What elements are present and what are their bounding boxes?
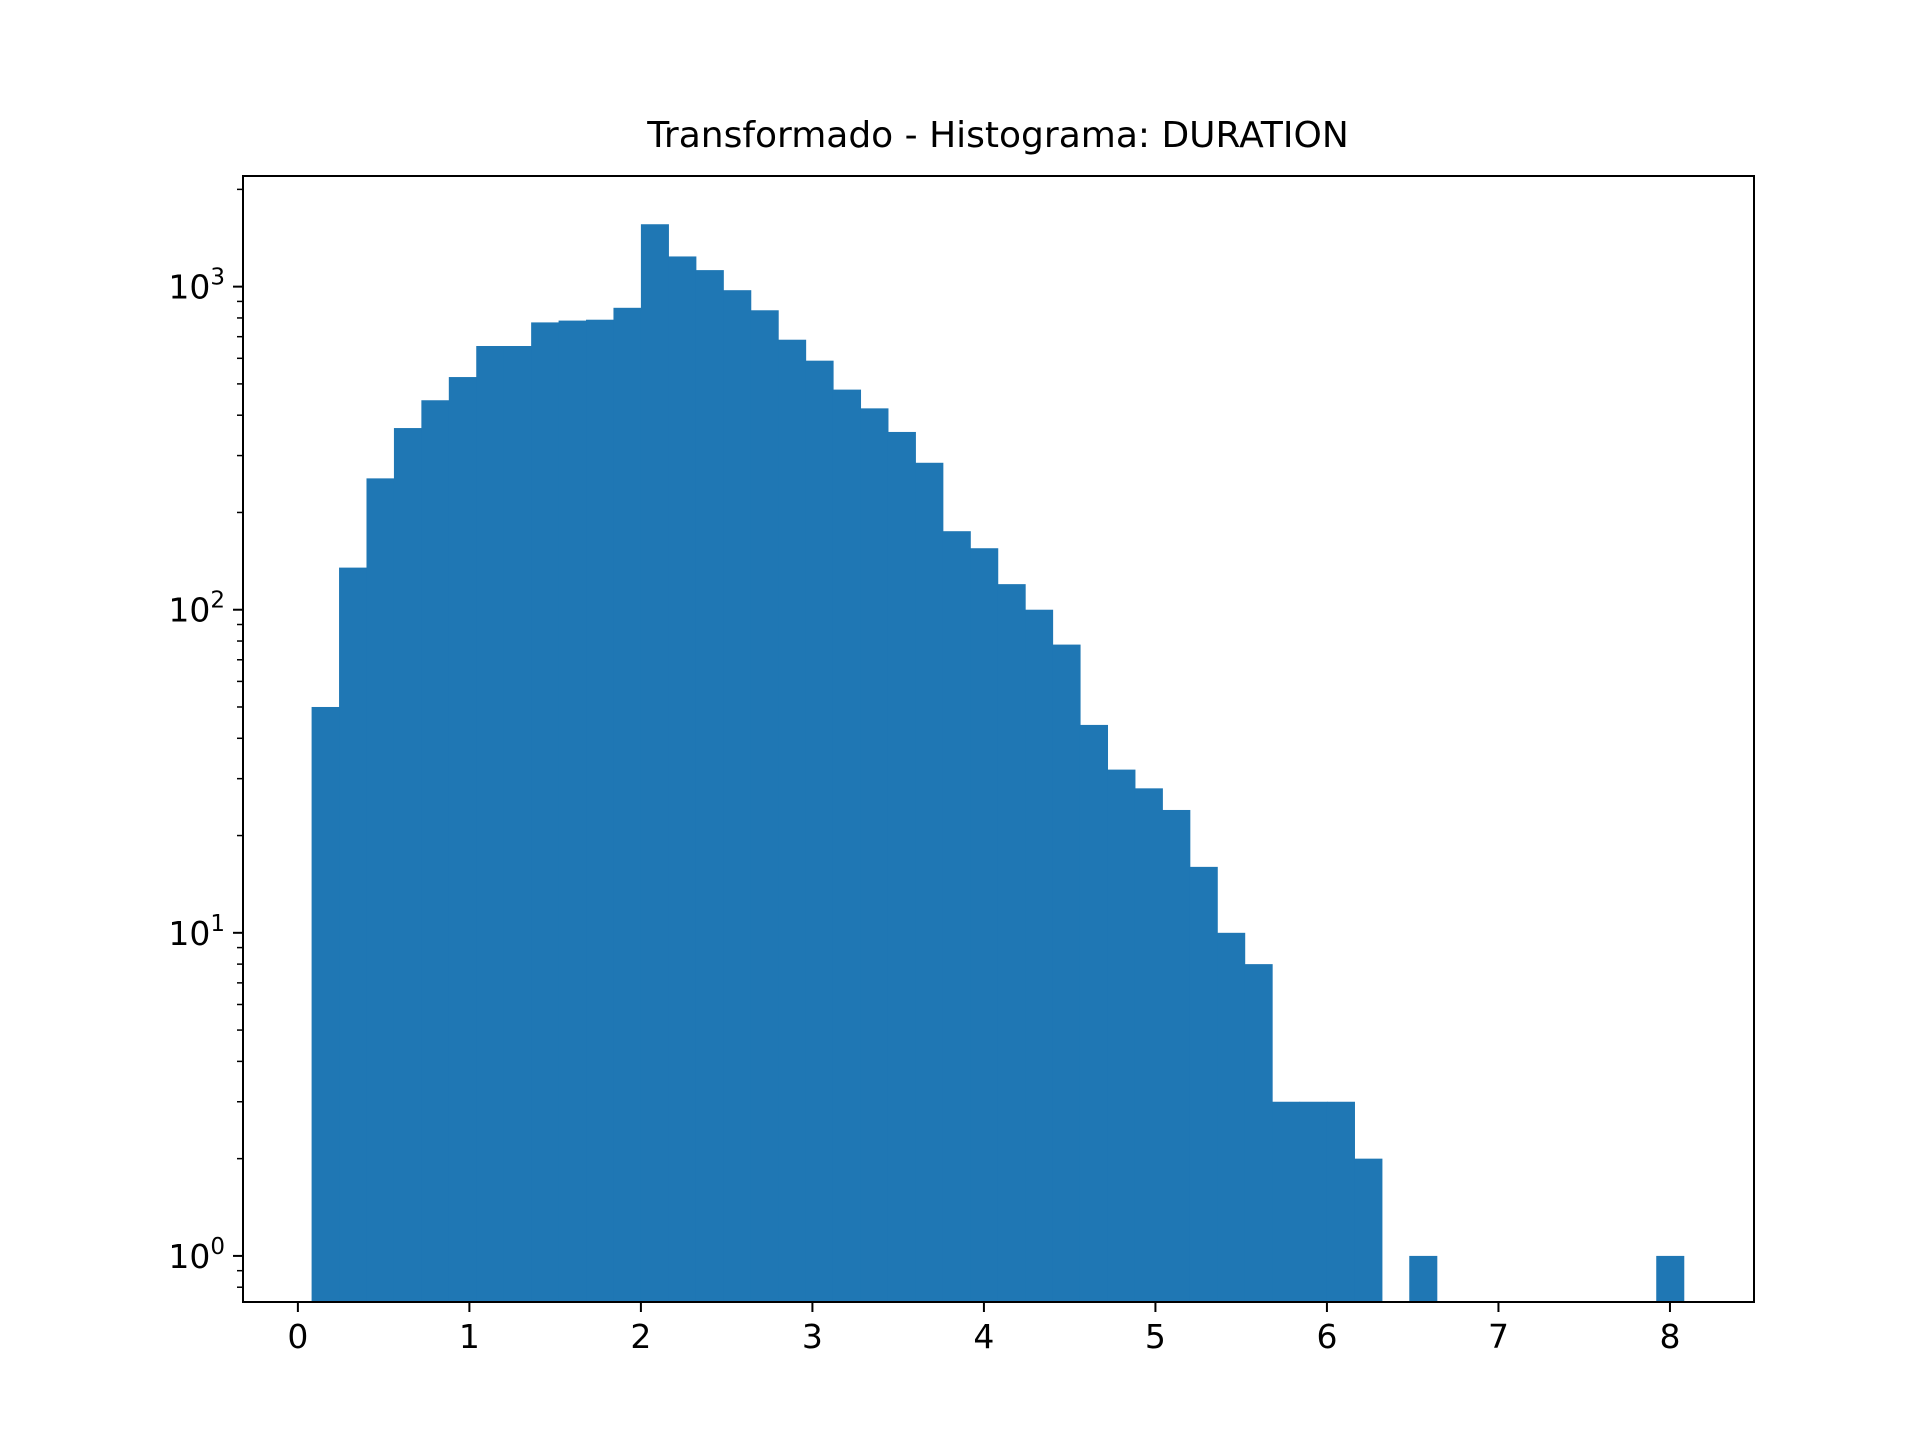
histogram-bar	[1134, 788, 1163, 1302]
histogram-bar	[1272, 1101, 1301, 1302]
histogram-bar	[1409, 1255, 1438, 1302]
histogram-bar	[887, 431, 916, 1302]
histogram-bar	[1189, 866, 1218, 1302]
x-tick-label: 0	[287, 1317, 308, 1356]
x-tick-label: 7	[1488, 1317, 1509, 1356]
chart-title: Transformado - Histograma: DURATION	[646, 115, 1349, 156]
histogram-bar	[311, 706, 340, 1302]
histogram-bar	[1162, 809, 1191, 1302]
histogram-bar	[1299, 1101, 1328, 1302]
x-tick-label: 1	[459, 1317, 480, 1356]
histogram-bar	[695, 270, 724, 1302]
x-tick-label: 3	[802, 1317, 823, 1356]
histogram-bar	[997, 584, 1026, 1302]
histogram-bar	[1656, 1255, 1685, 1302]
histogram-bar	[448, 377, 477, 1302]
histogram-bar	[1354, 1158, 1383, 1302]
histogram-bar	[942, 531, 971, 1302]
histogram-bar	[586, 319, 615, 1303]
y-tick-label: 101	[168, 911, 225, 953]
histogram-bar	[640, 224, 669, 1303]
x-tick-label: 6	[1316, 1317, 1337, 1356]
y-tick-label: 100	[168, 1234, 225, 1276]
histogram-bar	[421, 400, 450, 1302]
histogram-bar	[558, 320, 587, 1303]
histogram-bar	[860, 408, 889, 1302]
histogram-bar	[476, 346, 505, 1302]
x-tick-label: 5	[1145, 1317, 1166, 1356]
x-axis: 0 1 2 3 4 5 6 7 8	[287, 1302, 1680, 1356]
x-tick-label: 2	[630, 1317, 651, 1356]
histogram-bar	[613, 307, 642, 1302]
histogram-bar	[1244, 964, 1273, 1302]
y-tick-label: 102	[168, 588, 225, 630]
histogram-bar	[970, 548, 999, 1302]
histogram-bar	[1079, 724, 1109, 1302]
histogram-bar	[915, 462, 944, 1302]
histogram-bar	[393, 428, 422, 1302]
histogram-bar	[778, 339, 807, 1303]
histogram-bar	[668, 256, 697, 1303]
histogram-bar	[750, 310, 779, 1302]
histogram-bar	[1052, 644, 1081, 1302]
histogram-bar	[503, 346, 532, 1302]
histogram-bar	[366, 478, 395, 1302]
plot-frame	[242, 175, 1755, 1303]
histogram-bar	[832, 389, 862, 1302]
histogram-bar	[339, 567, 368, 1302]
y-axis: 100 101 102 103	[168, 188, 243, 1288]
y-tick-label: 103	[168, 265, 225, 307]
histogram-bar	[723, 290, 752, 1302]
histogram-bar	[805, 360, 834, 1302]
histogram-bar	[1107, 769, 1136, 1302]
histogram-bar	[1025, 609, 1054, 1302]
histogram-bars	[311, 224, 1685, 1303]
histogram-bar	[1326, 1101, 1355, 1302]
x-tick-label: 4	[973, 1317, 994, 1356]
x-tick-label: 8	[1659, 1317, 1680, 1356]
histogram-bar	[531, 322, 560, 1302]
histogram-bar	[1217, 932, 1246, 1302]
